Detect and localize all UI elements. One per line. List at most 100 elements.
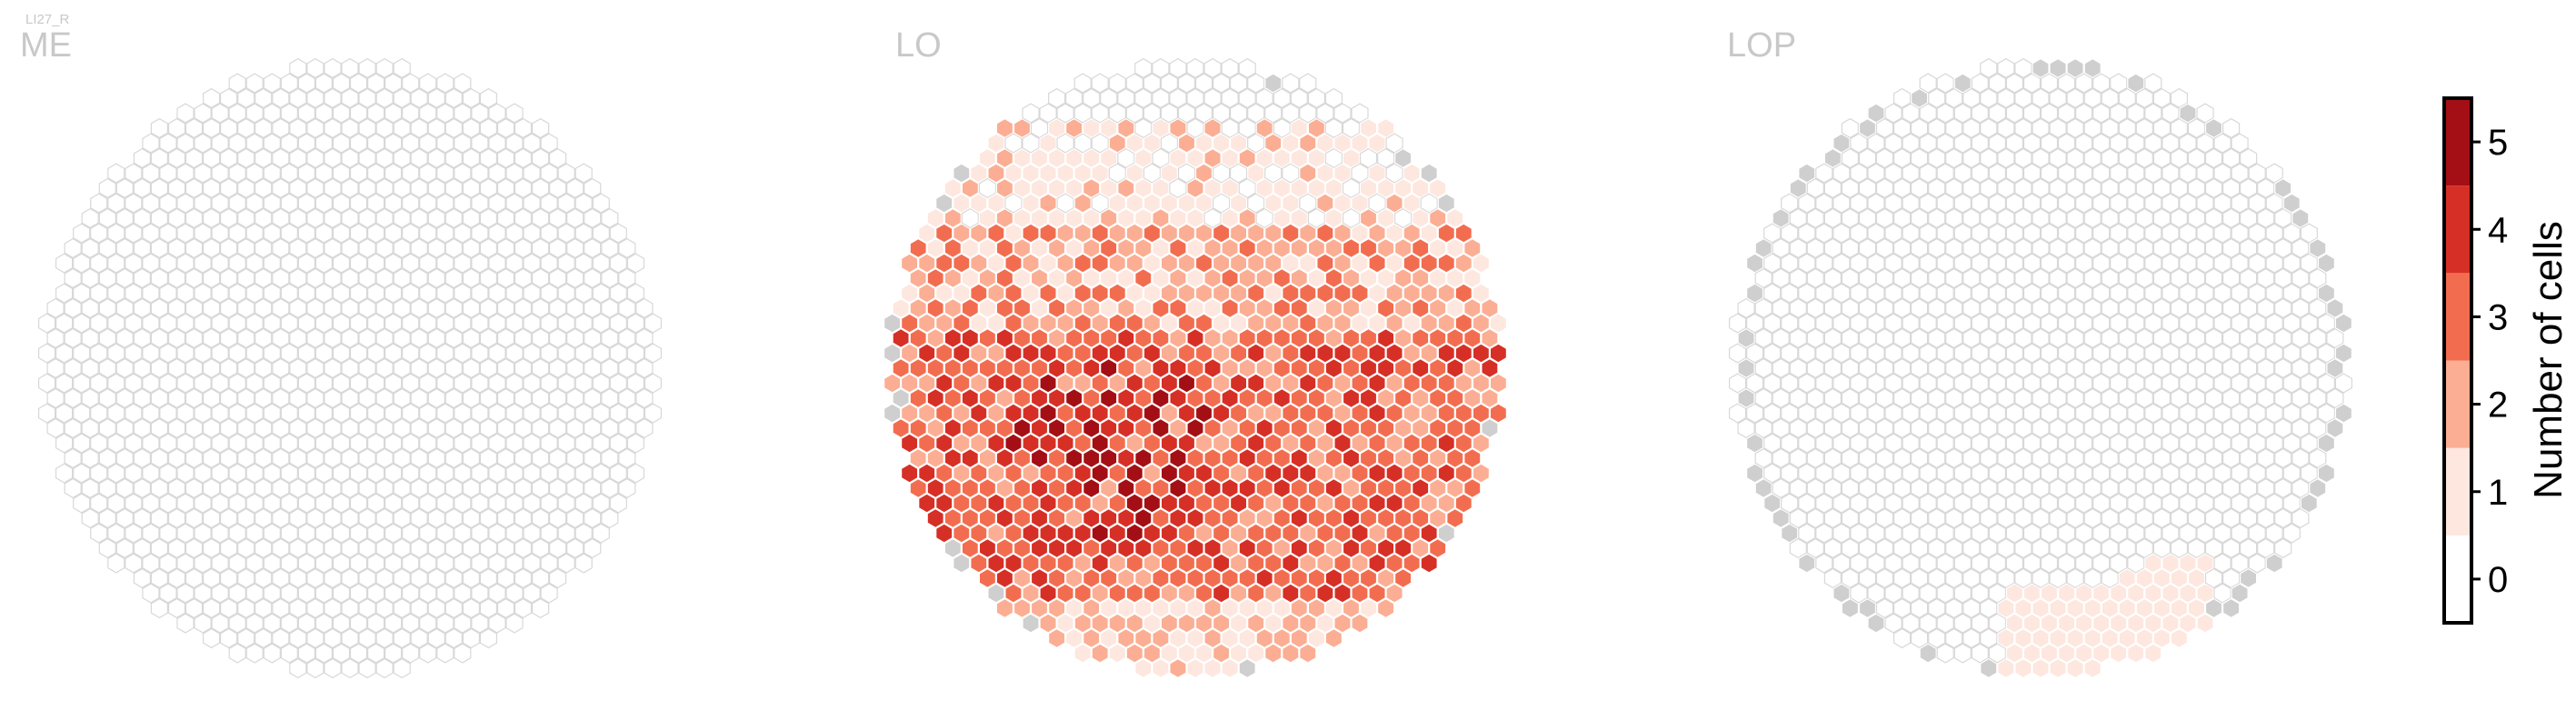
hex-cell (1971, 283, 1989, 304)
hex-cell (203, 147, 221, 169)
hex-cell (1798, 193, 1816, 214)
colorbar-block-3 (2444, 273, 2471, 361)
hex-cell (1177, 103, 1196, 124)
hex-cell (1936, 313, 1954, 334)
hex-cell (531, 537, 550, 559)
hex-cell (402, 283, 420, 304)
hex-cell (918, 283, 936, 304)
hex-cell (1936, 253, 1954, 274)
hex-cell (436, 373, 454, 394)
hex-cell (2300, 373, 2318, 394)
hex-cell (1108, 643, 1126, 664)
hex-cell (1902, 493, 1920, 514)
hex-cell (419, 403, 437, 424)
hex-cell (1867, 253, 1885, 274)
hex-cell (2144, 73, 2162, 94)
hex-cell (1108, 403, 1126, 424)
hex-cell (1928, 477, 1946, 499)
hex-cell (1324, 147, 1343, 169)
hex-cell (1100, 267, 1118, 289)
hex-cell (2049, 567, 2067, 589)
hex-cell (1858, 237, 1877, 259)
hex-cell (1039, 133, 1057, 154)
hex-cell (1454, 373, 1473, 394)
hex-cell (2179, 523, 2197, 544)
hex-cell (1143, 433, 1162, 454)
hex-cell (2162, 373, 2180, 394)
hex-cell (1143, 373, 1162, 394)
hex-cell (1108, 493, 1126, 514)
hex-cell (909, 297, 927, 319)
hex-cell (245, 223, 264, 244)
hex-cell (1911, 207, 1929, 229)
hex-cell (1247, 373, 1265, 394)
hex-cell (2066, 507, 2084, 529)
hex-cell (1307, 477, 1326, 499)
hex-cell (2032, 147, 2050, 169)
hex-cell (1160, 403, 1179, 424)
hex-cell (1893, 117, 1912, 139)
hex-cell (540, 373, 558, 394)
hex-cell (953, 493, 971, 514)
hex-cell (220, 417, 238, 439)
hex-cell (2005, 253, 2023, 274)
hex-cell (306, 237, 324, 259)
hex-cell (341, 147, 359, 169)
hex-cell (1789, 417, 1807, 439)
hex-cell (2083, 477, 2102, 499)
hex-cell (1420, 373, 1438, 394)
hex-cell (245, 283, 264, 304)
hex-cell (1255, 597, 1273, 619)
hex-cell (1247, 463, 1265, 484)
hex-cell (341, 357, 359, 379)
hex-cell (618, 327, 636, 349)
hex-cell (1247, 283, 1265, 304)
hex-cell (2040, 163, 2059, 184)
hex-cell (367, 493, 385, 514)
hex-cell (523, 403, 541, 424)
hex-cell (349, 493, 368, 514)
hex-cell (970, 433, 988, 454)
hex-cell (1108, 253, 1126, 274)
hex-cell (419, 463, 437, 484)
hex-cell (1203, 297, 1222, 319)
hex-cell (1273, 387, 1291, 409)
hex-cell (1437, 253, 1455, 274)
hex-cell (436, 523, 454, 544)
hex-cell (1299, 343, 1317, 364)
hex-cell (1047, 177, 1066, 199)
hex-cell (1884, 253, 1902, 274)
hex-cell (2032, 387, 2050, 409)
hex-cell (2179, 283, 2197, 304)
hex-cell (1875, 447, 1894, 469)
hex-cell (1047, 207, 1066, 229)
hex-cell (1911, 357, 1929, 379)
hex-cell (1238, 87, 1256, 109)
hex-cell (367, 193, 385, 214)
hex-cell (1064, 597, 1083, 619)
hex-cell (1160, 253, 1179, 274)
hex-cell (1247, 613, 1265, 634)
hex-cell (1988, 433, 2006, 454)
hex-cell (1953, 73, 1972, 94)
hex-cell (626, 433, 645, 454)
hex-cell (2075, 223, 2093, 244)
hex-cell (1342, 117, 1361, 139)
hex-cell (978, 267, 997, 289)
hex-cell (2127, 313, 2145, 334)
hex-cell (1789, 207, 1807, 229)
hex-cell (592, 463, 610, 484)
hex-cell (644, 343, 663, 364)
hex-cell (203, 237, 221, 259)
hex-cell (496, 177, 515, 199)
hex-cell (1064, 327, 1083, 349)
hex-cell (2083, 237, 2102, 259)
hex-cell (280, 163, 298, 184)
hex-cell (584, 207, 602, 229)
hex-cell (1806, 177, 1824, 199)
hex-cell (159, 403, 177, 424)
hex-cell (2032, 267, 2050, 289)
hex-cell (1368, 343, 1386, 364)
hex-cell (228, 493, 246, 514)
